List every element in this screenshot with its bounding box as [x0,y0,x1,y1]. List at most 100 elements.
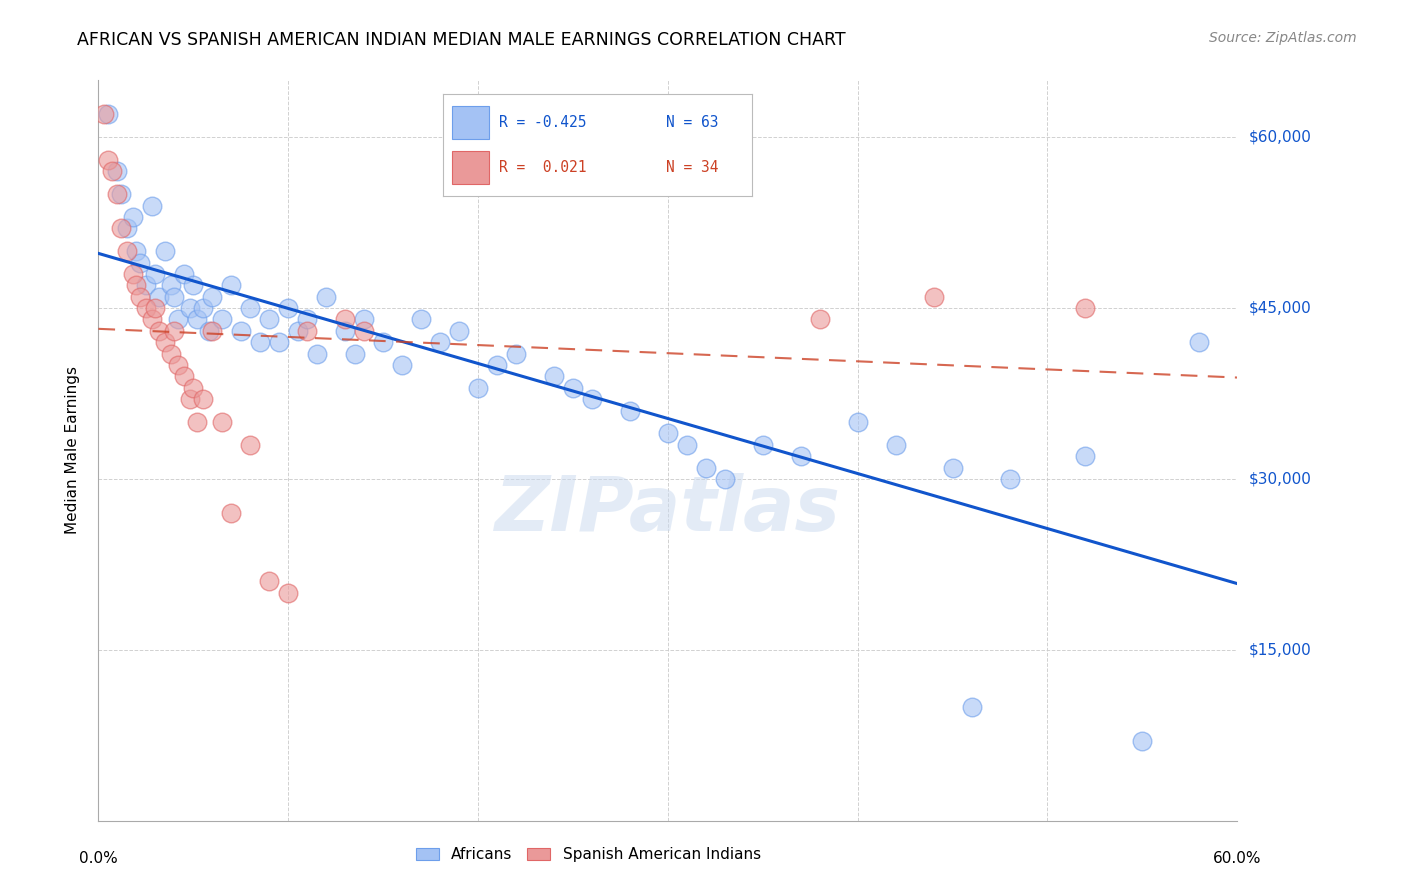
Point [141,312,163,326]
Point [159,278,181,293]
Point [922,290,945,304]
Point [229,324,252,338]
Point [259,312,281,326]
Point [93,107,115,121]
Point [153,335,176,350]
Bar [453,151,489,184]
Point [1132,734,1154,748]
Point [125,244,148,259]
Point [657,426,679,441]
Point [110,187,132,202]
Text: N = 63: N = 63 [665,115,718,130]
Point [259,574,281,589]
Point [695,460,717,475]
Text: 60.0%: 60.0% [1213,851,1261,866]
Point [221,278,243,293]
Point [173,369,195,384]
Point [141,198,163,212]
Text: Source: ZipAtlas.com: Source: ZipAtlas.com [1209,31,1357,45]
Y-axis label: Median Male Earnings: Median Male Earnings [65,367,80,534]
Point [846,415,869,429]
Text: $15,000: $15,000 [1249,642,1312,657]
Point [335,312,357,326]
Point [163,290,186,304]
Point [449,324,471,338]
Point [353,324,375,338]
Point [115,244,138,259]
Point [191,301,214,315]
Point [486,358,509,372]
Point [129,290,152,304]
Point [107,187,129,202]
Text: N = 34: N = 34 [665,160,718,175]
Point [183,381,205,395]
Point [676,438,699,452]
Point [353,312,375,326]
Point [153,244,176,259]
Point [121,210,143,224]
Point [543,369,565,384]
Point [191,392,214,407]
Point [790,449,813,463]
Point [135,278,157,293]
Point [998,472,1021,486]
Point [163,324,186,338]
Point [505,346,527,360]
Point [297,312,319,326]
Point [201,290,224,304]
Point [277,301,299,315]
Point [148,290,170,304]
Point [201,324,224,338]
Text: R = -0.425: R = -0.425 [499,115,586,130]
Point [942,460,965,475]
Point [343,346,366,360]
Point [100,164,122,178]
Point [239,301,262,315]
Text: $45,000: $45,000 [1249,301,1312,316]
Point [884,438,907,452]
Point [411,312,433,326]
Point [808,312,831,326]
Point [562,381,585,395]
Point [173,267,195,281]
Point [179,301,201,315]
Point [619,403,641,417]
Point [211,415,233,429]
Text: ZIPatlas: ZIPatlas [495,473,841,547]
Point [581,392,603,407]
Text: $30,000: $30,000 [1249,472,1312,486]
Point [167,358,190,372]
Point [167,312,190,326]
Point [752,438,775,452]
Text: $60,000: $60,000 [1249,129,1312,145]
Point [429,335,451,350]
Point [179,392,201,407]
Point [115,221,138,235]
Point [297,324,319,338]
Point [145,301,167,315]
Point [148,324,170,338]
Point [121,267,143,281]
Point [125,278,148,293]
Point [135,301,157,315]
Bar [453,106,489,139]
Point [1074,449,1097,463]
Point [305,346,328,360]
Point [183,278,205,293]
Point [107,164,129,178]
Point [145,267,167,281]
Point [335,324,357,338]
Point [1188,335,1211,350]
Point [371,335,394,350]
Point [186,415,208,429]
Point [239,438,262,452]
Point [110,221,132,235]
Text: AFRICAN VS SPANISH AMERICAN INDIAN MEDIAN MALE EARNINGS CORRELATION CHART: AFRICAN VS SPANISH AMERICAN INDIAN MEDIA… [77,31,846,49]
Text: R =  0.021: R = 0.021 [499,160,586,175]
Text: 0.0%: 0.0% [79,851,118,866]
Point [159,346,181,360]
Point [211,312,233,326]
Point [221,506,243,520]
Point [197,324,219,338]
Point [714,472,737,486]
